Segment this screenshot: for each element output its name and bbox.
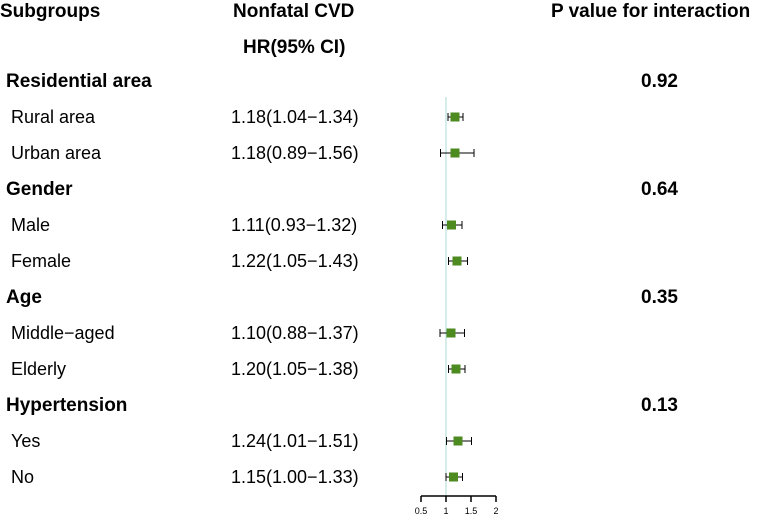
group-label-age: Age	[6, 287, 42, 308]
p-value-gender: 0.64	[641, 179, 678, 200]
group-label-hypertension: Hypertension	[6, 395, 128, 416]
effect-header-line1: Nonfatal CVD	[233, 1, 355, 22]
row-hr-urban-area: 1.18(0.89−1.56)	[231, 143, 359, 163]
hr-marker-yes	[453, 436, 463, 446]
hr-marker-elderly	[451, 364, 461, 374]
row-hr-middle-aged: 1.10(0.88−1.37)	[231, 323, 359, 343]
row-label-no: No	[11, 467, 35, 487]
hr-marker-rural-area	[450, 112, 460, 122]
row-label-middle-aged: Middle−aged	[11, 323, 115, 343]
p-value-hypertension: 0.13	[641, 395, 678, 416]
row-label-male: Male	[11, 215, 51, 235]
p-value-residential-area: 0.92	[641, 71, 678, 92]
row-label-yes: Yes	[11, 431, 41, 451]
p-value-header: P value for interaction	[551, 1, 751, 22]
x-tick-label-0: 0.5	[415, 506, 428, 516]
effect-header-line2: HR(95% CI)	[243, 37, 346, 58]
group-label-gender: Gender	[6, 179, 73, 200]
group-label-residential-area: Residential area	[6, 71, 152, 92]
hr-marker-no	[449, 472, 458, 482]
row-label-elderly: Elderly	[11, 359, 67, 379]
hr-marker-female	[452, 256, 462, 266]
hr-marker-middle-aged	[446, 328, 456, 338]
row-label-urban-area: Urban area	[11, 143, 102, 163]
row-hr-female: 1.22(1.05−1.43)	[231, 251, 359, 271]
x-tick-label-3: 2	[493, 506, 498, 516]
row-label-rural-area: Rural area	[11, 107, 96, 127]
row-hr-rural-area: 1.18(1.04−1.34)	[231, 107, 359, 127]
hr-marker-male	[447, 220, 456, 230]
x-tick-label-2: 1.5	[465, 506, 478, 516]
row-label-female: Female	[11, 251, 72, 271]
row-hr-male: 1.11(0.93−1.32)	[231, 215, 358, 235]
row-hr-elderly: 1.20(1.05−1.38)	[231, 359, 359, 379]
x-tick-label-1: 1	[443, 506, 448, 516]
p-value-age: 0.35	[641, 287, 678, 308]
hr-marker-urban-area	[450, 148, 460, 158]
subgroups-header: Subgroups	[0, 1, 101, 22]
row-hr-no: 1.15(1.00−1.33)	[231, 467, 359, 487]
row-hr-yes: 1.24(1.01−1.51)	[231, 431, 359, 451]
